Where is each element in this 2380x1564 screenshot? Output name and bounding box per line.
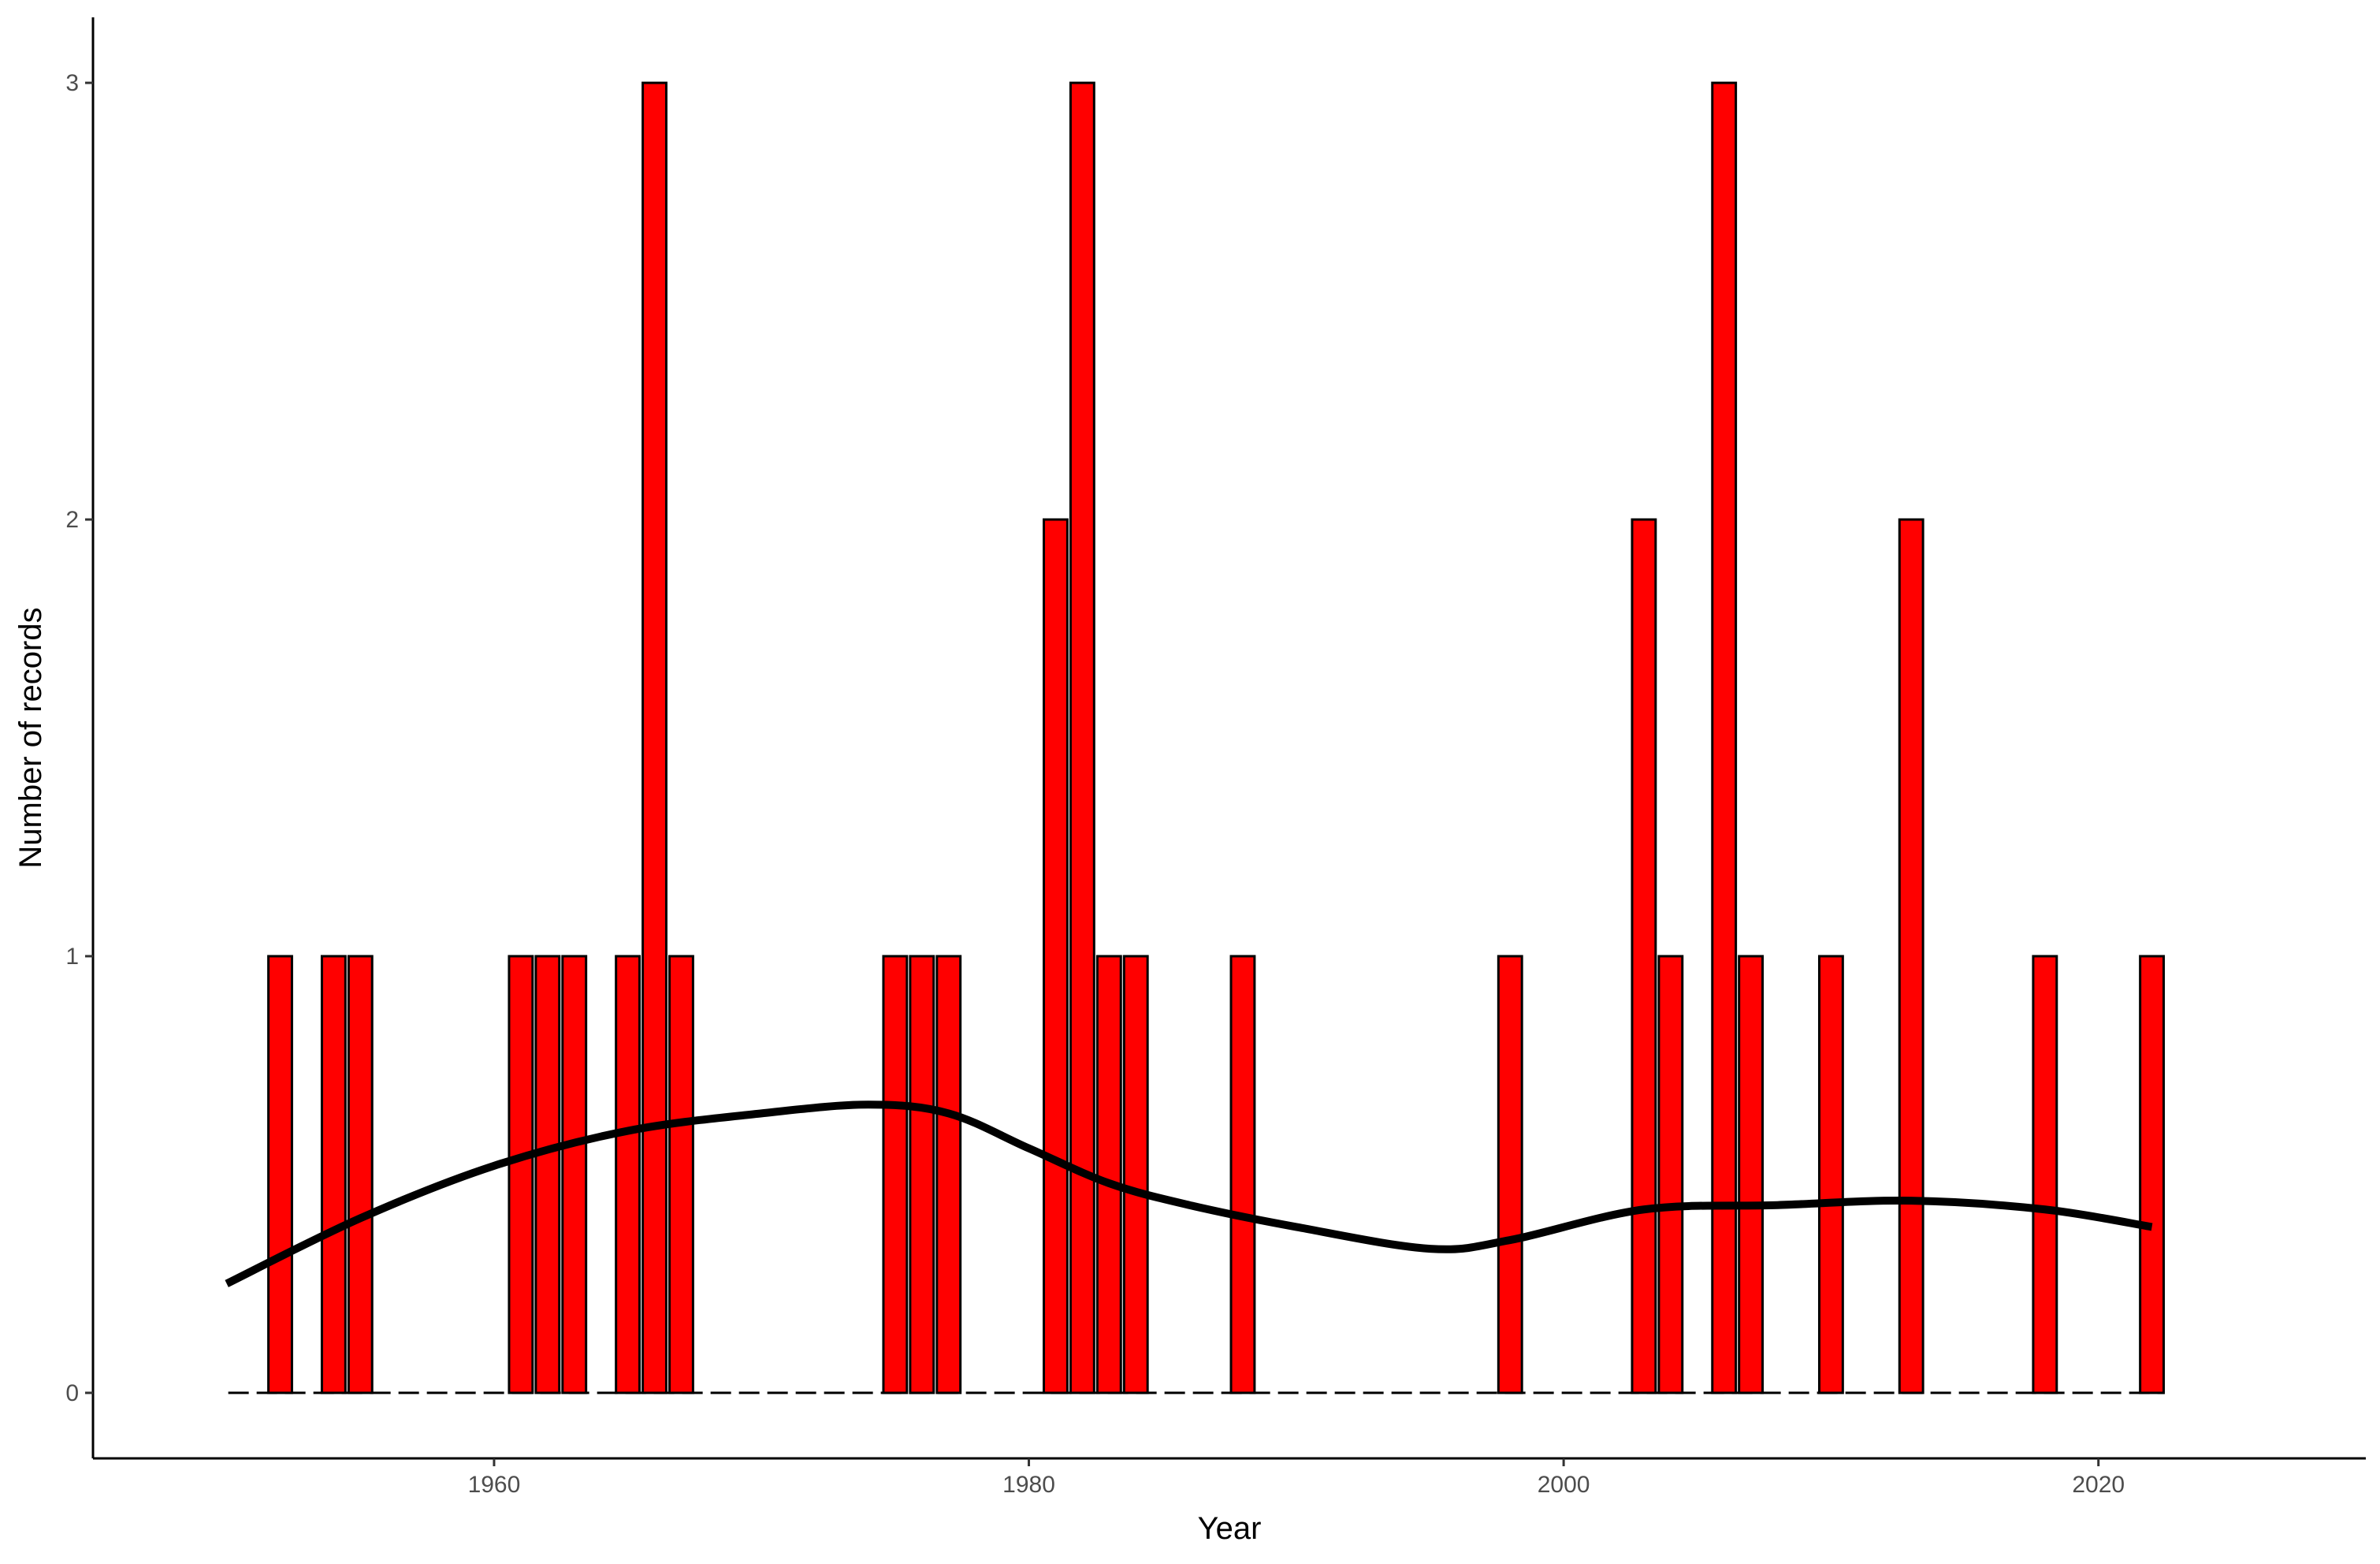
smooth-line-layer [225,1100,2153,1287]
y-axis-title: Number of records [13,607,48,868]
x-tick-label: 1980 [1002,1472,1055,1498]
bar-2003 [1631,518,1657,1395]
y-tick-label: 0 [65,1380,79,1406]
bar-1975 [882,955,909,1395]
x-tick-label: 2000 [1538,1472,1590,1498]
bar-1984 [1122,955,1149,1395]
bar-1961 [508,955,534,1395]
x-tick-label: 2020 [2072,1472,2125,1498]
bar-1981 [1043,518,1069,1395]
bar-2010 [1817,955,1844,1395]
bar-1952 [267,955,293,1395]
x-axis-title: Year [1198,1511,1262,1546]
bar-1998 [1497,955,1523,1395]
bar-2022 [2139,955,2165,1395]
bar-1983 [1095,955,1122,1395]
bar-2006 [1711,81,1738,1395]
bars-layer [267,81,2165,1395]
bar-1988 [1229,955,1256,1395]
y-tick-label: 1 [65,944,79,970]
axes-layer [91,17,2366,1460]
y-tick-label: 3 [65,70,79,96]
x-tick-label: 1960 [468,1472,521,1498]
bar-1982 [1069,81,1095,1395]
y-tick-label: 2 [65,507,79,533]
bar-2004 [1657,955,1684,1395]
ticks-layer: 1960 1980 2000 2020 0 1 2 3 [65,70,2125,1498]
bar-1965 [615,955,641,1395]
bar-1976 [909,955,935,1395]
bar-1967 [668,955,694,1395]
smooth-trend-line [225,1100,2153,1287]
bar-1962 [534,955,561,1395]
bar-1955 [347,955,374,1395]
bar-1966 [641,81,668,1395]
bar-1954 [320,955,347,1395]
bar-1963 [561,955,588,1395]
bar-2013 [1898,518,1924,1395]
bar-2018 [2032,955,2058,1395]
bar-1977 [935,955,962,1395]
bar-2007 [1738,955,1765,1395]
